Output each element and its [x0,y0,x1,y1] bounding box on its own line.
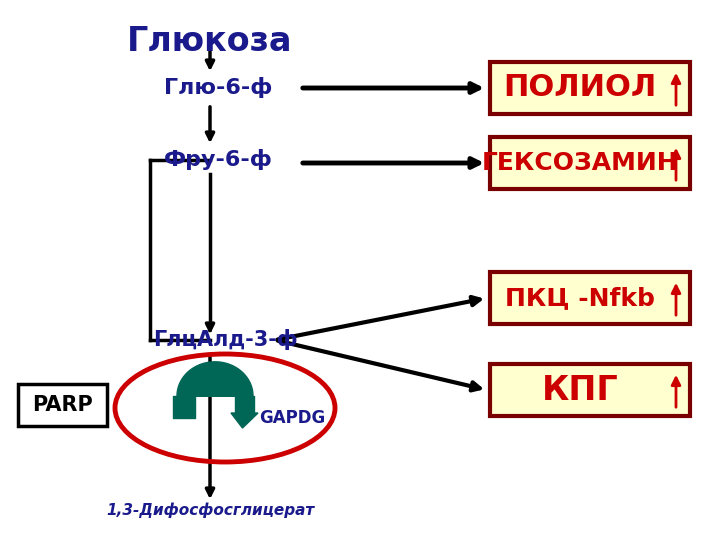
Text: ГЕКСОЗАМИН: ГЕКСОЗАМИН [482,151,678,175]
Text: 1,3-Дифосфосглицерат: 1,3-Дифосфосглицерат [106,502,314,518]
Text: Глю-6-ф: Глю-6-ф [164,78,272,98]
FancyBboxPatch shape [490,364,690,416]
Text: ПКЦ -Nfkb: ПКЦ -Nfkb [505,286,655,310]
Text: Фру-6-ф: Фру-6-ф [163,150,272,171]
FancyBboxPatch shape [18,384,107,426]
FancyBboxPatch shape [490,62,690,114]
Text: GAPDG: GAPDG [259,409,325,427]
Polygon shape [177,362,253,396]
Text: ПОЛИОЛ: ПОЛИОЛ [503,73,657,103]
Text: Глюкоза: Глюкоза [127,25,293,58]
FancyBboxPatch shape [490,137,690,189]
Polygon shape [231,413,258,428]
Text: КПГ: КПГ [541,374,618,407]
Text: PARP: PARP [32,395,93,415]
Text: ГлцАлд-3-ф: ГлцАлд-3-ф [153,329,297,350]
FancyBboxPatch shape [490,272,690,324]
